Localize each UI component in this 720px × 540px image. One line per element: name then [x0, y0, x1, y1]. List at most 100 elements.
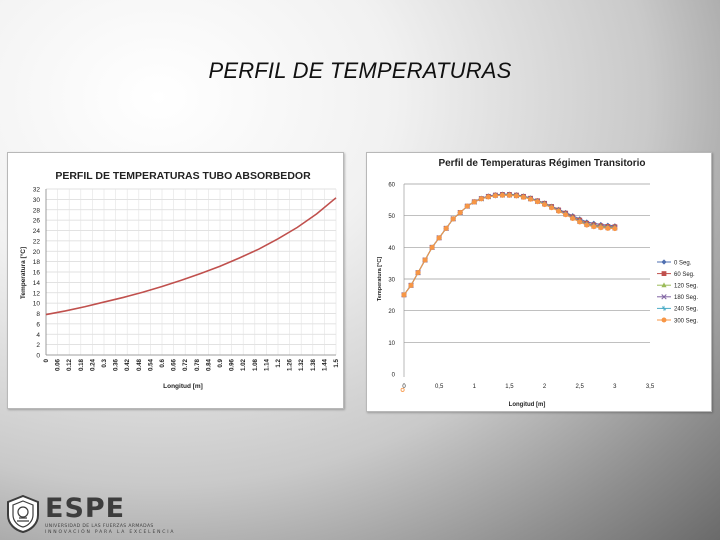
chart2-series-line: [403, 193, 615, 296]
chart1-ytick-label: 4: [36, 332, 40, 339]
chart1-ylabel: Temperatura [°C]: [19, 247, 27, 299]
chart1-ytick-label: 26: [33, 218, 41, 225]
chart2-point: [542, 202, 548, 208]
chart2-xtick-label: 2,5: [576, 384, 585, 390]
logo-wordmark: ESPE: [45, 493, 126, 524]
chart2-legend-label: 0 Seg.: [674, 260, 692, 266]
chart1-xtick-label: 1.26: [287, 358, 294, 371]
chart2-point: [520, 194, 526, 200]
chart2-xtick-label: 3: [613, 384, 617, 390]
chart2-ytick-label: 20: [388, 309, 395, 315]
logo-tagline: UNIVERSIDAD DE LAS FUERZAS ARMADAS: [45, 524, 154, 529]
chart1-xtick-label: 1.2: [275, 358, 282, 367]
chart1-xtick-label: 0.36: [113, 358, 120, 371]
chart2-point: [577, 219, 583, 225]
chart1-xtick-label: 0.66: [171, 358, 178, 371]
chart2-point: [506, 192, 512, 198]
chart2-series-line: [403, 194, 615, 296]
chart2-point: [408, 282, 414, 288]
chart2-point: [598, 225, 604, 231]
chart2-point: [563, 212, 569, 218]
chart2-point: [661, 271, 667, 276]
chart2-series-line: [403, 194, 615, 296]
chart2-point: [422, 257, 428, 263]
chart1-xtick-label: 1.08: [252, 358, 259, 371]
chart1-title: PERFIL DE TEMPERATURAS TUBO ABSORBEDOR: [55, 170, 311, 182]
chart2-point: [535, 199, 541, 205]
chart2-point: [513, 193, 519, 199]
chart2-series-line: [403, 194, 615, 296]
chart2-point: [612, 226, 618, 232]
chart1-ytick-label: 0: [36, 353, 40, 360]
chart2-legend-item: 0 Seg.: [657, 259, 692, 266]
chart2-point: [570, 216, 576, 222]
chart2-legend-label: 120 Seg.: [674, 284, 698, 290]
chart2-legend-label: 300 Seg.: [674, 318, 698, 324]
chart2-series-line: [403, 194, 615, 296]
chart2-point: [528, 196, 534, 202]
chart2-point: [443, 225, 449, 231]
chart2-point: [661, 259, 667, 265]
chart2-point: [457, 210, 463, 215]
chart1-xtick-label: 0.9: [217, 358, 224, 367]
chart1-ytick-label: 8: [36, 311, 40, 318]
chart1-xtick-label: 1.44: [321, 358, 328, 371]
chart1-ytick-label: 18: [33, 259, 41, 266]
chart2-origin-marker: [400, 387, 405, 392]
chart2-point: [478, 196, 484, 202]
chart1-xtick-label: 1.38: [310, 358, 317, 371]
chart2-legend-item: 300 Seg.: [657, 317, 698, 324]
chart1-xlabel: Longitud [m]: [163, 383, 203, 390]
chart2-legend-item: 60 Seg.: [657, 271, 695, 278]
chart1-xtick-label: 0.96: [229, 358, 236, 371]
chart1-xtick-label: 0.18: [78, 358, 85, 371]
chart2-point: [661, 294, 667, 300]
chart2-ytick-label: 60: [388, 183, 395, 189]
chart1-xtick-label: 0.54: [147, 358, 154, 371]
chart2-point: [661, 305, 667, 311]
chart2-point: [471, 199, 477, 205]
chart1-xtick-label: 0.78: [194, 358, 201, 371]
chart1-xtick-label: 0.6: [159, 358, 166, 367]
chart1-xtick-label: 0.72: [182, 358, 189, 371]
chart1-xtick-label: 0.84: [205, 358, 212, 371]
chart2-point: [661, 317, 667, 323]
chart2-xtick-label: 0,5: [435, 384, 444, 390]
chart2-legend-label: 180 Seg.: [674, 295, 698, 301]
chart-transient-temperature-profile: Perfil de Temperaturas Régimen Transitor…: [366, 152, 712, 412]
chart2-xlabel: Longitud [m]: [509, 402, 546, 408]
chart1-ytick-label: 2: [36, 342, 40, 349]
chart-temperature-profile-absorber: PERFIL DE TEMPERATURAS TUBO ABSORBEDOR 0 2…: [7, 152, 344, 409]
chart1-ytick-label: 14: [33, 280, 41, 287]
chart1-xtick-label: 1.32: [298, 358, 305, 371]
chart2-legend-item: 120 Seg.: [657, 282, 698, 290]
chart2-series-line: [403, 193, 615, 296]
chart1-ytick-label: 30: [33, 197, 41, 204]
chart2-xtick-label: 1: [473, 384, 477, 390]
chart2-xtick-label: 0: [402, 384, 406, 390]
chart2-point: [492, 193, 498, 199]
chart2-point: [415, 270, 421, 276]
chart2-point: [549, 205, 555, 211]
chart1-xtick-label: 0.3: [101, 358, 108, 367]
logo-motto: INNOVACIÓN PARA LA EXCELENCIA: [45, 530, 176, 535]
chart1-ytick-label: 32: [33, 187, 41, 194]
chart1-xtick-label: 1.02: [240, 358, 247, 371]
chart1-xtick-label: 0: [43, 358, 50, 362]
chart2-ytick-label: 40: [388, 246, 395, 252]
chart2-title: Perfil de Temperaturas Régimen Transitor…: [438, 158, 645, 169]
chart1-canvas: PERFIL DE TEMPERATURAS TUBO ABSORBEDOR 0 2…: [19, 170, 340, 390]
chart2-point: [584, 222, 590, 228]
chart1-xtick-label: 0.42: [124, 358, 131, 371]
chart2-ytick-label: 0: [392, 373, 396, 379]
chart2-point: [605, 225, 611, 231]
chart2-point: [556, 208, 562, 214]
chart1-ytick-label: 20: [33, 249, 41, 256]
chart1-xtick-label: 0.24: [89, 358, 96, 371]
chart2-legend-item: 180 Seg.: [657, 294, 698, 301]
chart2-point: [464, 203, 470, 209]
chart1-series-line: [45, 197, 337, 316]
chart2-series-5: [401, 192, 618, 298]
chart2-canvas: Perfil de Temperaturas Régimen Transitor…: [377, 158, 698, 408]
chart2-point: [591, 224, 597, 230]
